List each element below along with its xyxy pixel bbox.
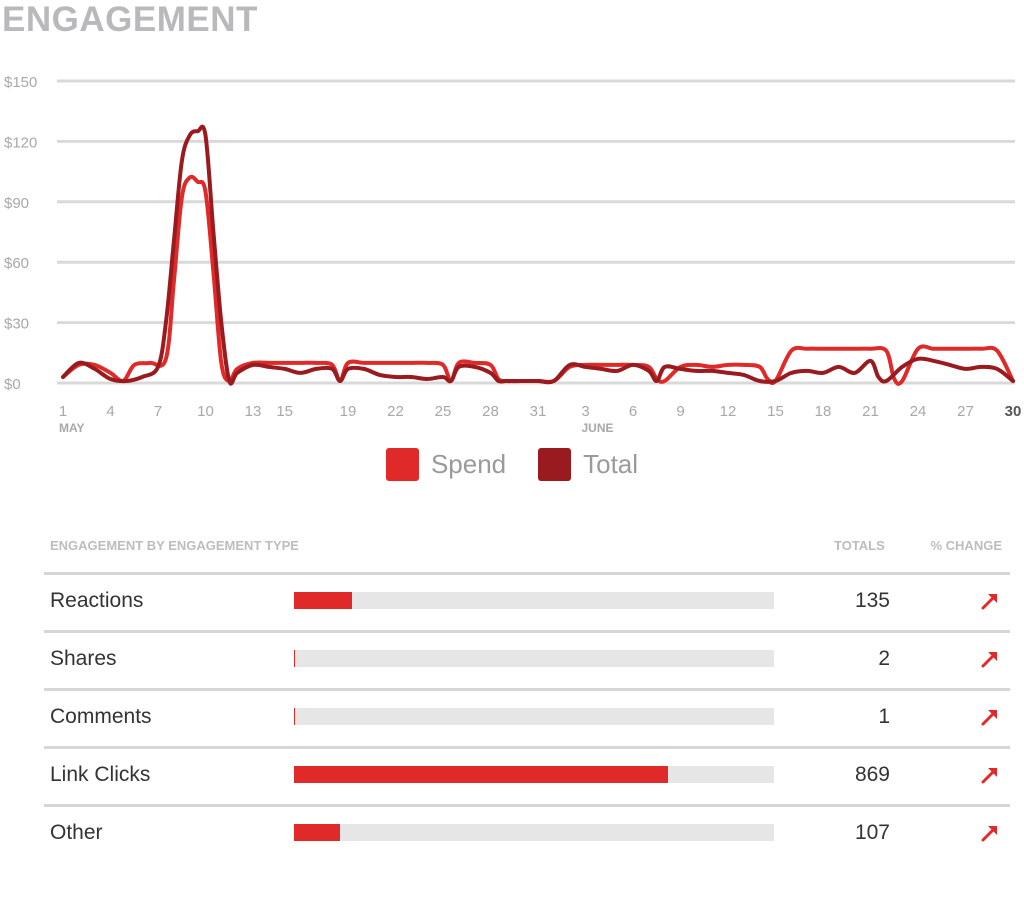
column-header-type: ENGAGEMENT BY ENGAGEMENT TYPE	[50, 538, 299, 553]
x-tick-label: 31	[530, 403, 547, 420]
table-row: Link Clicks 869	[44, 746, 1010, 804]
x-tick-label: 28	[482, 403, 499, 420]
x-month-label: JUNE	[582, 421, 614, 435]
legend-swatch-spend	[385, 448, 419, 481]
x-tick-label: 25	[435, 403, 452, 420]
legend-item-total[interactable]: Total	[538, 448, 638, 481]
y-tick-label: $60	[4, 255, 29, 272]
row-bar-fill	[294, 650, 295, 667]
y-axis-ticks: $0 $30 $60 $90 $120 $150	[4, 74, 37, 393]
row-bar-track	[294, 650, 774, 667]
engagement-table-header: ENGAGEMENT BY ENGAGEMENT TYPE TOTALS % C…	[50, 538, 1002, 558]
table-row: Shares 2	[44, 630, 1010, 688]
legend-swatch-total	[538, 448, 572, 481]
legend-label-total: Total	[583, 449, 639, 479]
x-tick-label: 15	[767, 403, 784, 420]
engagement-table: Reactions 135 Shares 2 Comments 1 Link Clicks 8…	[44, 572, 1010, 862]
trend-up-arrow-icon	[981, 652, 997, 668]
y-tick-label: $90	[4, 195, 29, 212]
row-total: 1	[878, 705, 890, 728]
x-tick-label: 4	[106, 403, 114, 420]
x-tick-label: 19	[340, 403, 357, 420]
row-bar-fill	[294, 592, 353, 609]
page-title: ENGAGEMENT	[2, 0, 258, 39]
x-tick-label: 10	[197, 403, 214, 420]
x-tick-label: 22	[387, 403, 404, 420]
row-label: Shares	[50, 647, 117, 670]
row-total: 2	[878, 647, 890, 670]
x-tick-label: 12	[720, 403, 737, 420]
y-tick-label: $120	[4, 134, 37, 151]
x-tick-label: 15	[276, 403, 293, 420]
row-bar-fill	[294, 824, 341, 841]
x-tick-label: 18	[815, 403, 832, 420]
row-bar-track	[294, 824, 774, 841]
x-tick-label: 13	[245, 403, 262, 420]
row-bar-track	[294, 766, 774, 783]
chart-series	[61, 124, 1015, 386]
legend-label-spend: Spend	[430, 449, 507, 479]
x-tick-label: 9	[676, 403, 684, 420]
series-line-total	[61, 124, 1015, 386]
x-tick-label: 1	[59, 403, 67, 420]
x-month-label: MAY	[59, 421, 85, 435]
row-label: Other	[50, 821, 103, 844]
x-tick-label: 3	[581, 403, 589, 420]
series-line-spend	[61, 174, 1015, 386]
x-tick-label: 21	[862, 403, 879, 420]
x-tick-label: 27	[957, 403, 974, 420]
row-bar-track	[294, 708, 774, 725]
trend-up-arrow-icon	[981, 826, 997, 842]
trend-up-arrow-icon	[981, 594, 997, 610]
trend-up-arrow-icon	[981, 768, 997, 784]
x-tick-label: 30	[1005, 403, 1022, 420]
legend-item-spend[interactable]: Spend	[385, 448, 507, 481]
table-row: Comments 1	[44, 688, 1010, 746]
row-label: Reactions	[50, 589, 144, 612]
row-label: Link Clicks	[50, 763, 151, 786]
y-tick-label: $0	[4, 376, 21, 393]
row-label: Comments	[50, 705, 152, 728]
table-row: Reactions 135	[44, 572, 1010, 630]
row-total: 135	[854, 589, 890, 612]
x-tick-label: 7	[154, 403, 162, 420]
trend-up-arrow-icon	[981, 710, 997, 726]
column-header-totals: TOTALS	[834, 538, 885, 553]
y-tick-label: $150	[4, 74, 37, 91]
x-tick-label: 6	[629, 403, 637, 420]
y-tick-label: $30	[4, 316, 29, 333]
table-row: Other 107	[44, 804, 1010, 862]
row-total: 869	[854, 763, 890, 786]
chart-legend: Spend Total	[0, 448, 1024, 481]
row-bar-fill	[294, 766, 669, 783]
x-tick-label: 24	[910, 403, 927, 420]
row-bar-track	[294, 592, 774, 609]
row-total: 107	[854, 821, 890, 844]
column-header-change: % CHANGE	[930, 538, 1002, 553]
